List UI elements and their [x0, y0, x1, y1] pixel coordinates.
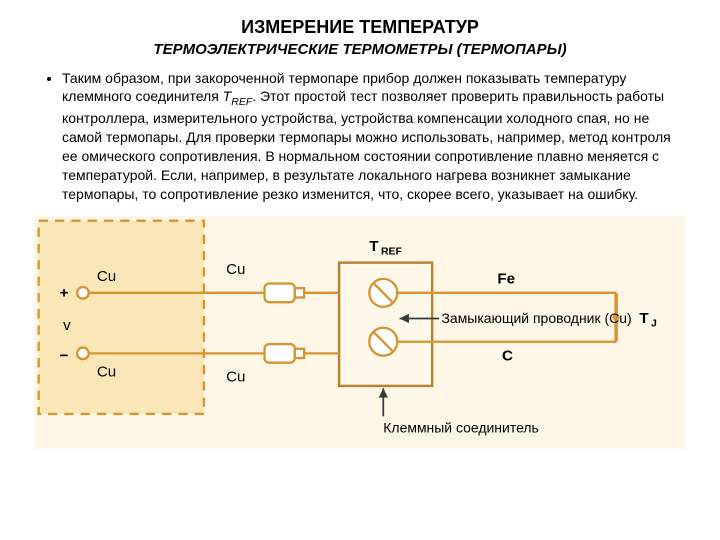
tref-sub: REF — [381, 246, 403, 257]
v-label: v — [63, 317, 71, 334]
fe-label: Fe — [497, 270, 515, 287]
body-paragraph: Таким образом, при закороченной термопар… — [62, 69, 686, 204]
body-list: Таким образом, при закороченной термопар… — [40, 69, 686, 204]
paragraph-part-b: . Этот простой тест позволяет проверить … — [62, 88, 671, 202]
slide: ИЗМЕРЕНИЕ ТЕМПЕРАТУР ТЕРМОЭЛЕКТРИЧЕСКИЕ … — [0, 0, 720, 540]
tref-inline: TREF — [223, 88, 253, 104]
tj-sub: J — [651, 318, 657, 329]
terminal-plus — [77, 287, 89, 299]
cu-mid-top: Cu — [226, 261, 245, 278]
c-label: C — [502, 347, 513, 364]
tj-label: T — [639, 310, 649, 327]
connector-label: Клеммный соединитель — [383, 419, 539, 435]
tref-label: T — [369, 238, 379, 255]
cu-left-bottom: Cu — [97, 363, 116, 380]
diagram-container: + v − Cu Cu Cu Cu — [34, 216, 686, 449]
thermocouple-diagram: + v − Cu Cu Cu Cu — [34, 216, 686, 449]
minus-label: − — [60, 347, 69, 364]
cu-mid-bottom: Cu — [226, 368, 245, 385]
closing-wire-label: Замыкающий проводник (Cu) — [441, 310, 631, 326]
slide-subtitle: ТЕРМОЭЛЕКТРИЧЕСКИЕ ТЕРМОМЕТРЫ (ТЕРМОПАРЫ… — [34, 41, 686, 59]
slide-title: ИЗМЕРЕНИЕ ТЕМПЕРАТУР — [34, 16, 686, 39]
plus-label: + — [60, 284, 69, 301]
terminal-minus — [77, 347, 89, 359]
cu-left-top: Cu — [97, 268, 116, 285]
